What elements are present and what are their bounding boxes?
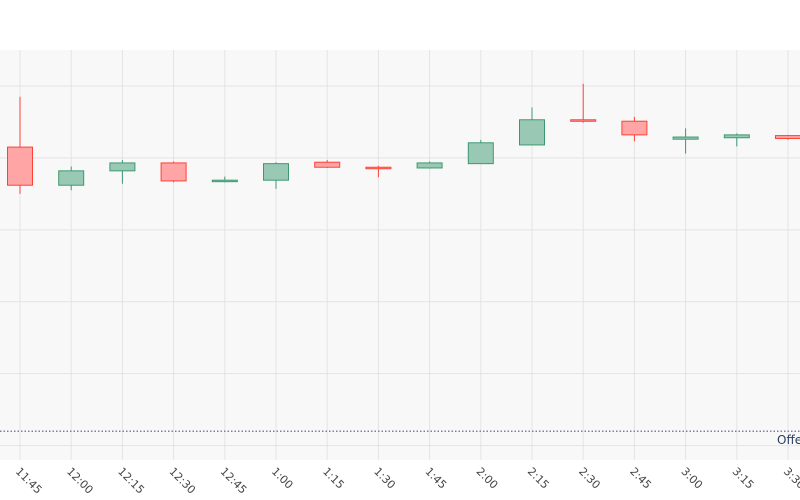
candle-body (672, 136, 699, 140)
reference-line-label: Offe (777, 433, 800, 447)
x-tick-label: 2:15 (525, 465, 552, 492)
x-tick-label: 11:45 (13, 465, 45, 497)
x-tick-label: 2:30 (576, 465, 603, 492)
candle-body (621, 120, 648, 136)
x-tick-label: 2:45 (627, 465, 654, 492)
candle-body (7, 146, 33, 186)
x-tick-label: 2:00 (474, 465, 501, 492)
candle-body (211, 179, 238, 183)
candle-body (467, 142, 494, 165)
candle-body (723, 134, 750, 139)
x-tick-label: 3:30 (781, 465, 800, 492)
candle-body (519, 119, 545, 146)
candle-body (58, 170, 85, 186)
x-tick-label: 3:00 (678, 465, 705, 492)
candle-body (416, 162, 443, 169)
x-tick-label: 12:45 (218, 465, 250, 497)
candle-body (160, 162, 187, 182)
candle-body (570, 119, 597, 122)
x-tick-label: 3:15 (730, 465, 757, 492)
x-tick-label: 12:00 (64, 465, 96, 497)
x-tick-label: 12:30 (166, 465, 198, 497)
x-tick-label: 1:45 (422, 465, 449, 492)
candle-body (775, 135, 800, 139)
plot-background (0, 50, 800, 460)
x-tick-label: 12:15 (115, 465, 147, 497)
x-tick-label: 1:30 (371, 465, 398, 492)
x-tick-label: 1:00 (269, 465, 296, 492)
candle-body (263, 163, 289, 181)
candle-body (365, 166, 392, 170)
candle-body (109, 162, 136, 172)
x-tick-label: 1:15 (320, 465, 347, 492)
candle-body (314, 161, 341, 168)
